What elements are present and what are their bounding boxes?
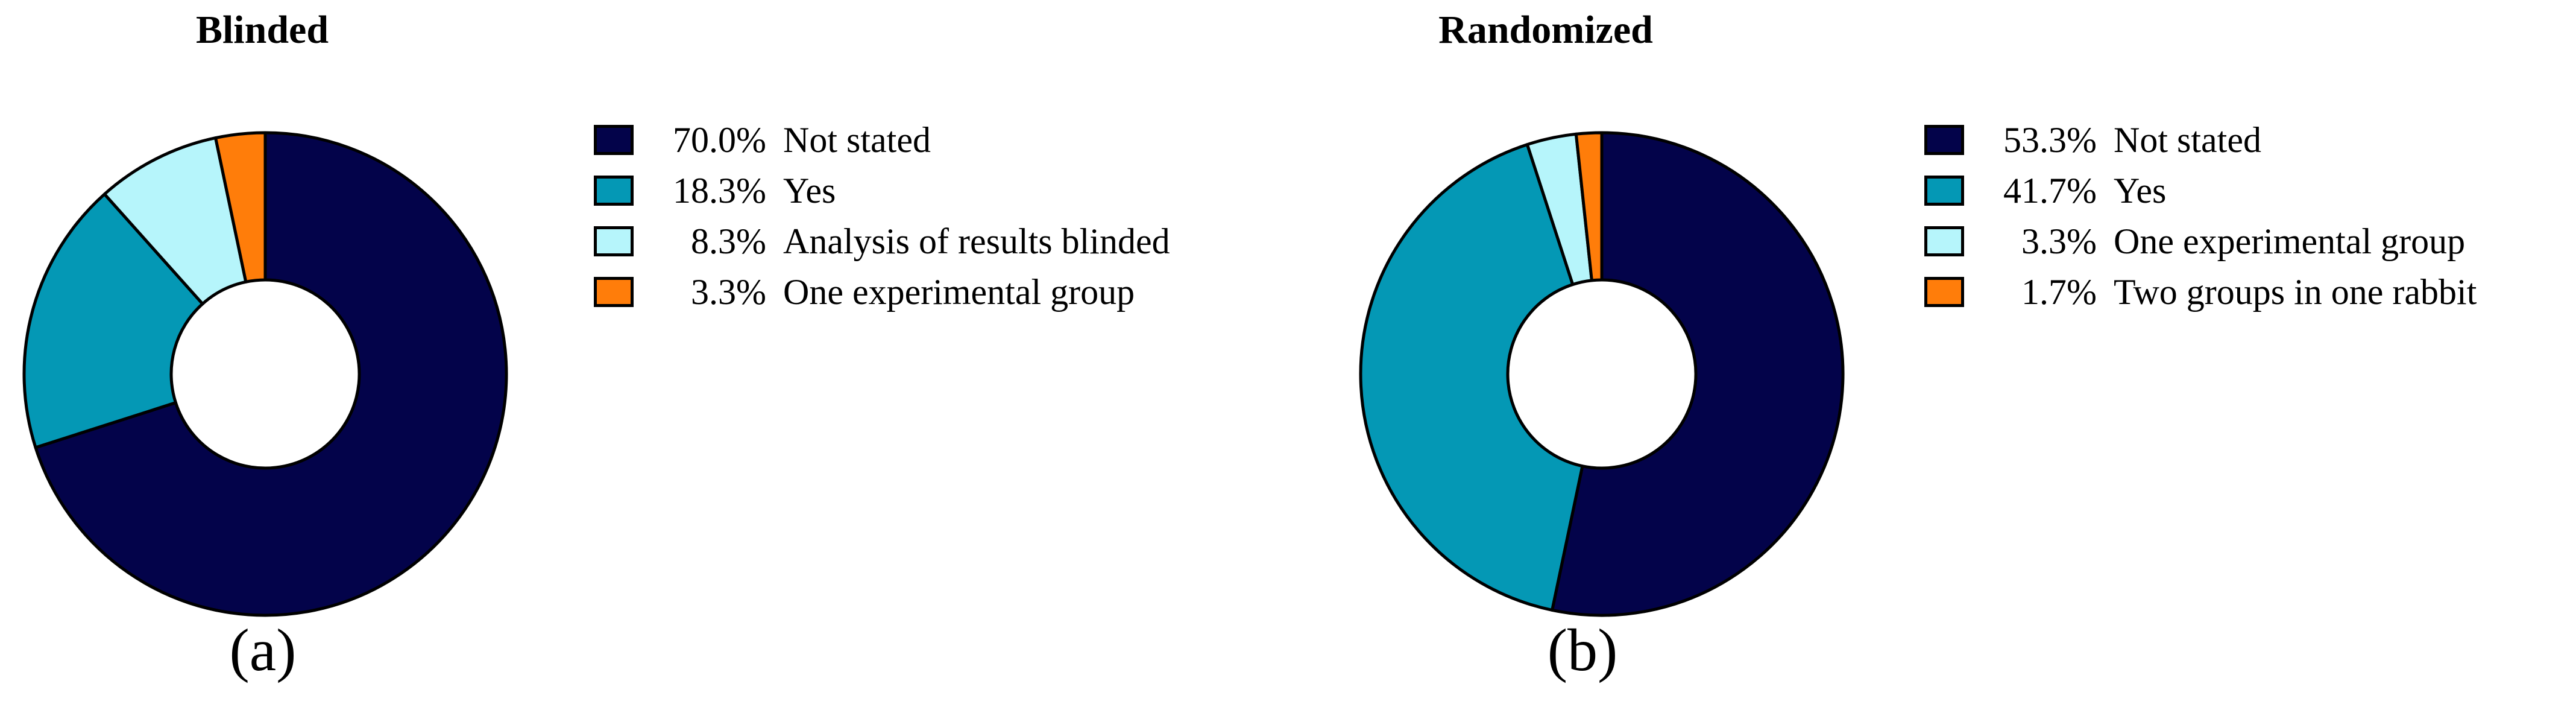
legend-item: 3.3% One experimental group [1924,216,2477,267]
legend-value: 53.3% [2003,119,2097,160]
legend-swatch [594,226,634,256]
donut-slice [1574,131,1604,282]
legend-value: 70.0% [673,119,766,160]
legend: 70.0% Not stated 18.3% Yes 8.3% Analysis… [594,115,1170,317]
legend-label: Yes [783,170,836,211]
legend-value: 8.3% [691,221,766,261]
legend-swatch [1924,226,1964,256]
legend-value: 41.7% [2003,170,2097,211]
legend-swatch [1924,277,1964,307]
donut-chart [1359,131,1845,617]
legend-item: 70.0% Not stated [594,115,1170,165]
legend-label: Two groups in one rabbit [2114,271,2477,312]
legend-swatch [594,277,634,307]
legend: 53.3% Not stated 41.7% Yes 3.3% One expe… [1924,115,2477,317]
donut-slice [1359,143,1584,612]
legend-swatch [594,176,634,206]
legend-swatch [1924,125,1964,155]
panel-label: (b) [1547,616,1618,683]
donut-slice [1551,131,1845,617]
legend-value: 1.7% [2021,271,2097,312]
legend-label: Not stated [783,119,931,160]
legend-label: Not stated [2114,119,2261,160]
legend-item: 1.7% Two groups in one rabbit [1924,267,2477,317]
donut-slice [102,136,248,306]
chart-panel-a: Blinded 70.0% Not stated 18.3% Yes 8.3% … [22,8,1170,683]
chart-title: Randomized [1438,8,1653,52]
donut-slice [22,192,204,449]
legend-item: 41.7% Yes [1924,165,2477,216]
chart-panel-b: Randomized 53.3% Not stated 41.7% Yes 3.… [1288,0,2576,710]
legend-value: 3.3% [691,271,766,312]
legend-item: 18.3% Yes [594,165,1170,216]
legend-value: 3.3% [2021,221,2097,261]
donut-chart [22,131,508,617]
legend-swatch [1924,176,1964,206]
legend-label: Analysis of results blinded [783,221,1170,261]
legend-label: One experimental group [783,271,1135,312]
donut-slice [34,131,508,617]
legend-label: Yes [2114,170,2167,211]
chart-title: Blinded [195,8,329,52]
legend-item: 53.3% Not stated [1924,115,2477,165]
legend-label: One experimental group [2114,221,2466,261]
legend-item: 3.3% One experimental group [594,267,1170,317]
donut-slice [214,131,267,284]
panel-label: (a) [229,616,297,683]
legend-item: 8.3% Analysis of results blinded [594,216,1170,267]
legend-swatch [594,125,634,155]
legend-value: 18.3% [673,170,766,211]
